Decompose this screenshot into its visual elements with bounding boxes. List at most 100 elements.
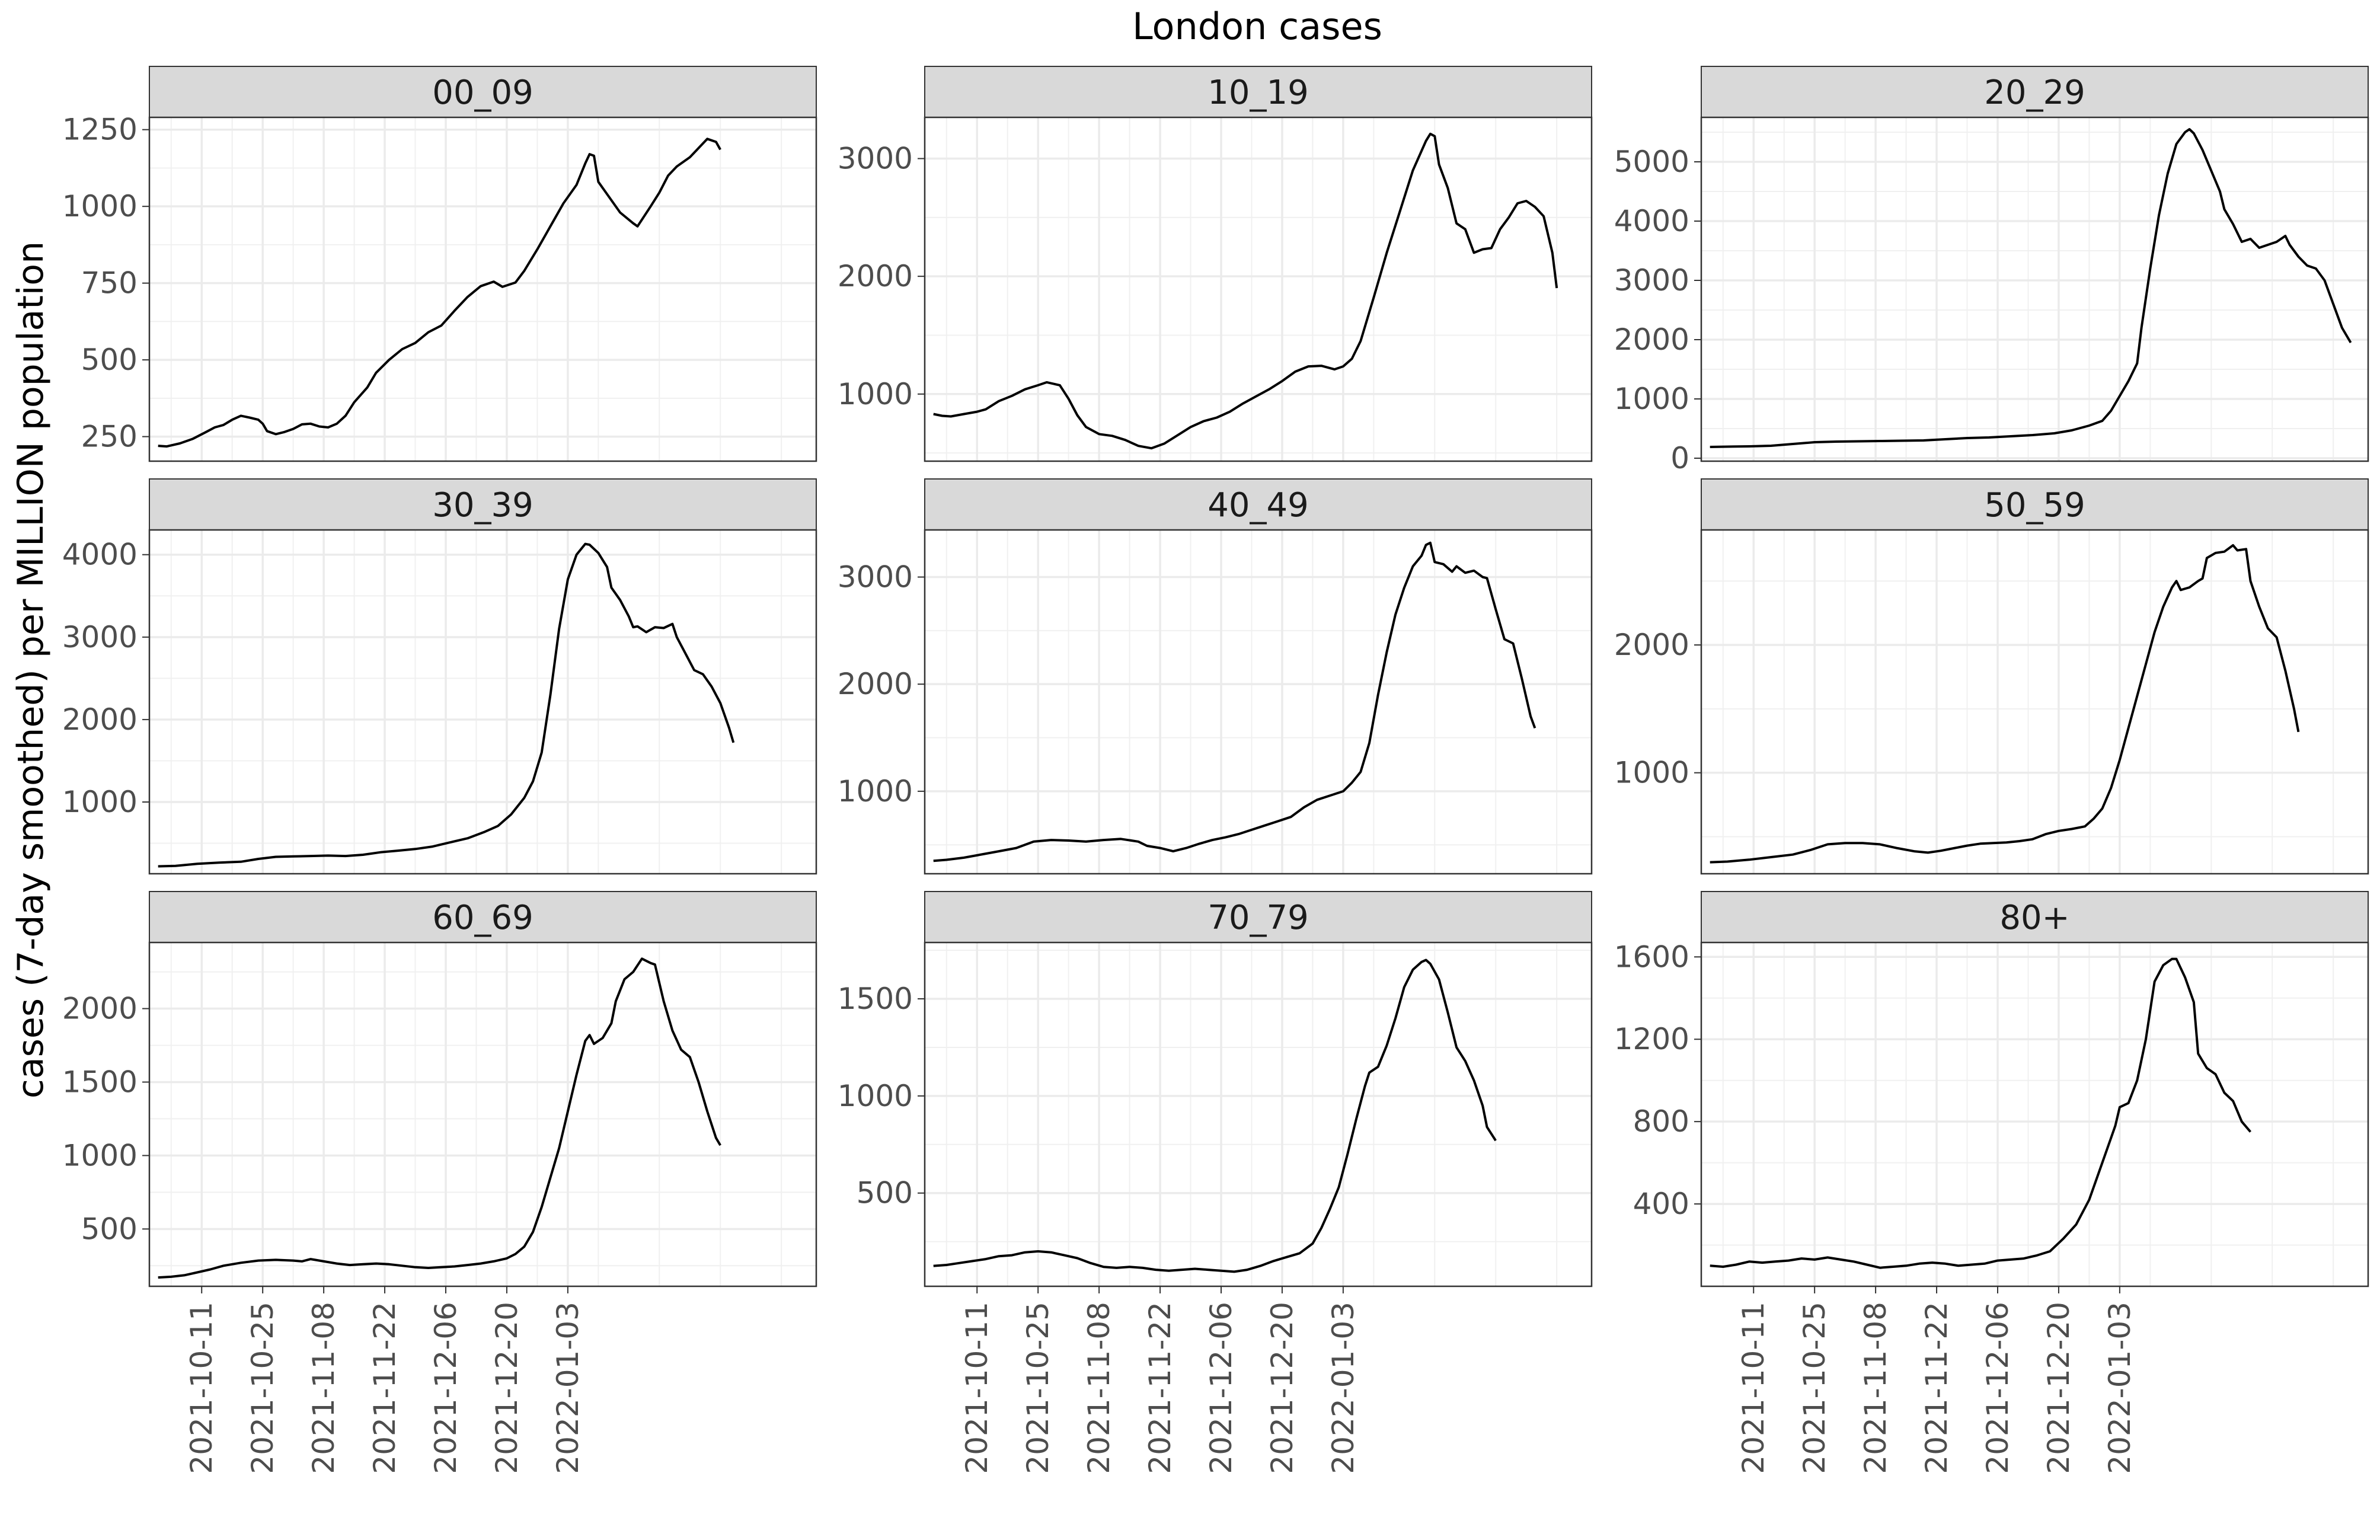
plot-area [925,530,1592,874]
y-tick-label: 1000 [838,377,913,411]
panel-border [1700,941,2369,1287]
chart-title: London cases [1132,5,1382,48]
y-tick-label: 4000 [1614,204,1689,238]
facet-panel-80+: 80+ 400 800 1200 1600 2021-10-11 2021-10-25 202… [1614,891,2369,1474]
plot-area [1701,117,2368,461]
y-tick-label: 250 [81,420,138,454]
y-tick-label: 1000 [1614,756,1689,790]
plot-area [149,942,816,1286]
series-line [158,542,735,868]
x-tick-label: 2021-12-06 [1980,1302,2015,1474]
facet-strip [924,478,1592,531]
x-tick-label: 2022-01-03 [2103,1302,2137,1474]
plot-area [149,117,816,461]
x-tick-label: 2021-11-22 [1919,1302,1954,1474]
y-tick-label: 750 [81,266,138,301]
facet-strip-label: 50_59 [1984,486,2085,525]
y-tick-label: 1500 [838,982,913,1016]
y-tick-label: 2000 [1614,322,1689,357]
facet-strip-label: 10_19 [1207,74,1309,112]
y-tick-label: 2000 [1614,628,1689,662]
y-tick-label: 1200 [1614,1022,1689,1056]
y-tick-label: 3000 [62,620,138,654]
y-tick-label: 2000 [62,702,138,737]
y-tick-label: 500 [81,343,138,377]
facet-strip-label: 20_29 [1984,74,2085,112]
panel-border [924,941,1593,1287]
plot-area [925,117,1592,461]
y-tick-label: 1500 [62,1065,138,1099]
plot-area [149,530,816,874]
facet-strip [1701,891,2369,943]
y-axis-title: cases (7-day smoothed) per MILLION popul… [10,241,52,1098]
y-tick-label: 1000 [838,1079,913,1113]
y-tick-label: 1600 [1614,940,1689,974]
facet-panel-20_29: 20_29 0 1000 2000 3000 4000 5000 [1614,66,2369,475]
series-line [158,138,721,448]
y-tick-label: 500 [857,1176,913,1210]
facet-strip [924,891,1592,943]
y-tick-label: 5000 [1614,145,1689,179]
facet-panel-10_19: 10_19 1000 2000 3000 [838,66,1593,462]
x-tick-label: 2021-10-25 [245,1302,280,1474]
series-line [933,958,1497,1273]
x-tick-label: 2021-10-25 [1021,1302,1055,1474]
x-tick-label: 2021-12-20 [1265,1302,1299,1474]
y-tick-label: 0 [1670,441,1689,475]
x-tick-label: 2021-11-08 [1858,1302,1893,1474]
facet-strip-label: 40_49 [1207,486,1309,525]
facet-panel-70_79: 70_79 500 1000 1500 2021-10-11 2021-10-25 2021… [838,891,1593,1474]
facet-strip-label: 00_09 [432,74,533,112]
plot-area [925,942,1592,1286]
y-tick-label: 400 [1633,1187,1689,1221]
facet-strip [149,66,817,118]
panel-border [148,116,817,462]
series-line [1710,128,2352,448]
y-tick-label: 1250 [62,113,138,147]
panel-border [148,941,817,1287]
x-tick-label: 2021-10-25 [1797,1302,1832,1474]
facet-strip-label: 60_69 [432,899,533,937]
x-tick-label: 2022-01-03 [1326,1302,1360,1474]
panel-border [148,529,817,875]
facet-strip-label: 70_79 [1207,899,1309,937]
y-tick-label: 4000 [62,538,138,572]
series-line [158,957,721,1279]
x-tick-label: 2022-01-03 [551,1302,585,1474]
x-tick-label: 2021-12-06 [429,1302,463,1474]
panel-border [1700,529,2369,875]
y-tick-label: 3000 [1614,263,1689,298]
y-tick-label: 3000 [838,142,913,176]
y-tick-label: 1000 [1614,382,1689,416]
y-tick-label: 2000 [838,259,913,293]
x-tick-label: 2021-12-20 [2042,1302,2076,1474]
facet-strip-label: 30_39 [432,486,533,525]
x-tick-label: 2021-10-11 [1736,1302,1771,1474]
x-tick-label: 2021-10-11 [960,1302,994,1474]
panel-border [924,116,1593,462]
facet-panel-40_49: 40_49 1000 2000 3000 [838,478,1593,875]
facet-strip [1701,66,2369,118]
series-line [1710,544,2300,864]
series-line [933,541,1536,862]
x-tick-label: 2021-11-22 [1143,1302,1177,1474]
y-tick-label: 1000 [62,189,138,223]
y-tick-label: 2000 [838,667,913,701]
x-tick-label: 2021-11-08 [306,1302,341,1474]
y-tick-label: 3000 [838,560,913,595]
y-tick-label: 1000 [62,785,138,819]
facet-strip-label: 80+ [1999,899,2069,937]
y-tick-label: 1000 [62,1138,138,1172]
panel-border [1700,116,2369,462]
facet-panel-00_09: 00_09 250 500 750 1000 1250 [62,66,817,462]
y-tick-label: 800 [1633,1104,1689,1139]
series-line [933,132,1558,450]
facet-panels: 00_092505007501000125010_191000200030002… [62,66,2369,1474]
facet-strip [1701,478,2369,531]
plot-area [1701,942,2368,1286]
plot-area [1701,530,2368,874]
y-tick-label: 500 [81,1212,138,1246]
facet-panel-50_59: 50_59 1000 2000 [1614,478,2369,875]
facet-panel-30_39: 30_39 1000 2000 3000 4000 [62,478,817,875]
